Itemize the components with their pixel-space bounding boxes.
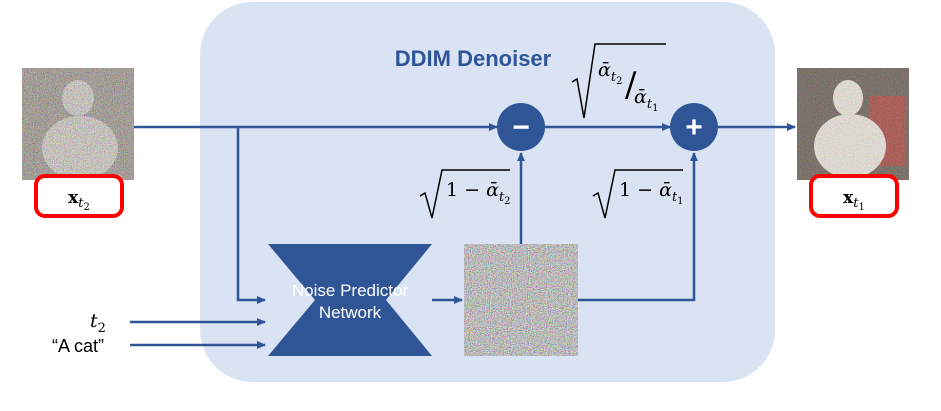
svg-text:ᾱt1: ᾱt1 bbox=[634, 86, 658, 114]
network-label-line2: Network bbox=[319, 303, 382, 322]
network-label-line1: Noise Predictor bbox=[292, 281, 409, 300]
add-node bbox=[670, 103, 718, 151]
add-symbol: + bbox=[685, 111, 703, 144]
arrow-noise-to-plus bbox=[578, 152, 698, 302]
coef-sqrt-one-minus-alpha-t1: 1 − ᾱt1 bbox=[592, 169, 684, 219]
svg-text:1 − ᾱt1: 1 − ᾱt1 bbox=[619, 179, 684, 207]
svg-text:1 − ᾱt2: 1 − ᾱt2 bbox=[446, 179, 511, 207]
output-label-x-t1: xt1 bbox=[843, 188, 865, 213]
input-label-x-t2: xt2 bbox=[68, 188, 90, 213]
arrow-input-to-network bbox=[236, 127, 266, 304]
coef-sqrt-alpha-ratio: ᾱt2 / ᾱt1 bbox=[571, 43, 666, 119]
coef-sqrt-one-minus-alpha-t2: 1 − ᾱt2 bbox=[419, 169, 511, 219]
output-denoised-image bbox=[797, 68, 909, 180]
predicted-noise-image bbox=[464, 244, 578, 356]
svg-text:ᾱt2: ᾱt2 bbox=[598, 59, 622, 87]
prompt-input-label: “A cat” bbox=[52, 336, 104, 356]
denoiser-title: DDIM Denoiser bbox=[395, 46, 552, 71]
output-label-box bbox=[809, 174, 899, 218]
input-label-box bbox=[34, 174, 124, 218]
subtract-symbol: − bbox=[512, 111, 530, 144]
noise-predictor-network bbox=[268, 244, 432, 356]
timestep-input-label: t2 bbox=[90, 310, 106, 336]
subtract-node bbox=[497, 103, 545, 151]
svg-text:/: / bbox=[625, 65, 637, 105]
input-noisy-image bbox=[22, 68, 134, 180]
flow-lines bbox=[130, 123, 796, 349]
